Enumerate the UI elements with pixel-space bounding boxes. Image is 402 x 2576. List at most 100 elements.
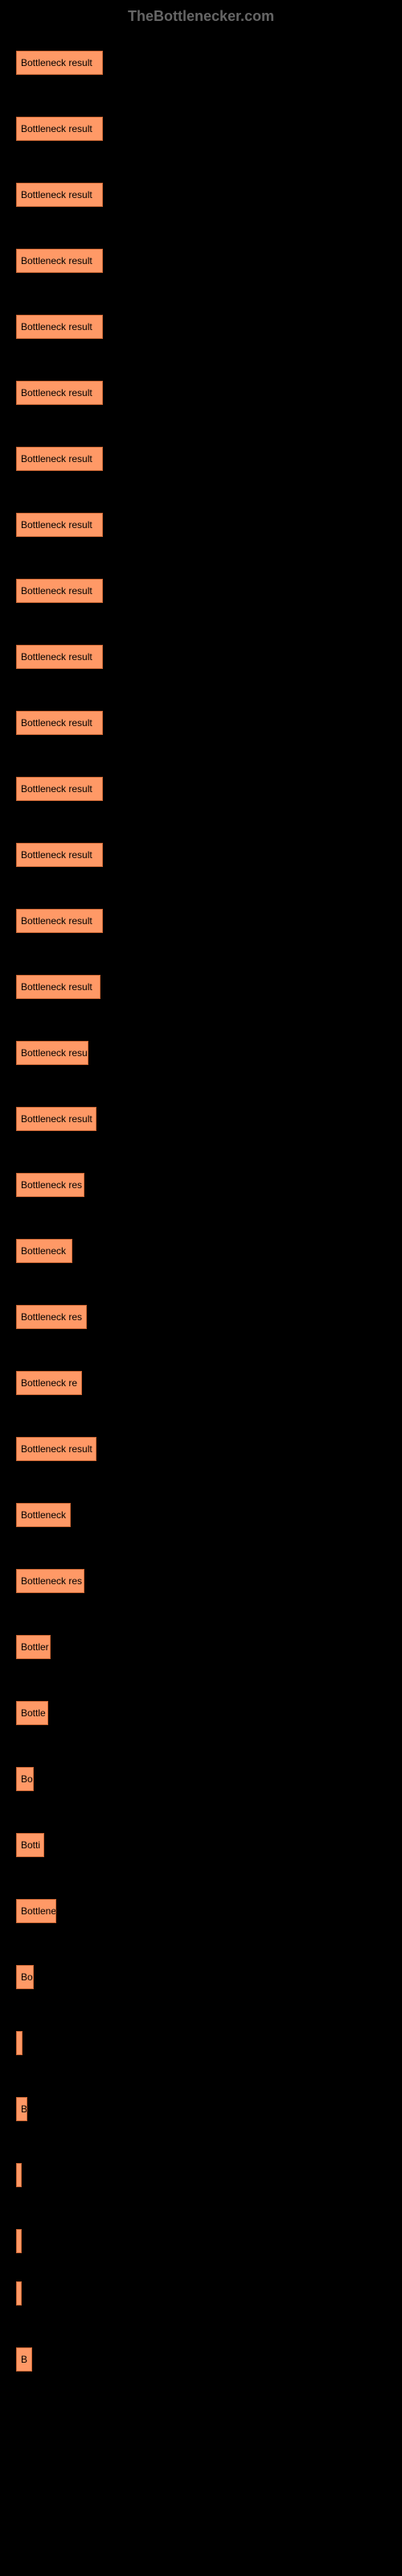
result-bar: Bottler: [16, 1635, 51, 1659]
bar-row: .: [16, 2017, 386, 2055]
bar-row: .Bottleneck result: [16, 697, 386, 735]
bar-text: Bottleneck result: [21, 651, 92, 663]
result-bar: Bottleneck result: [16, 51, 103, 75]
bar-row: .Bottler: [16, 1621, 386, 1659]
bar-text: Bottleneck res: [21, 1311, 82, 1323]
bar-text: Bottleneck result: [21, 387, 92, 398]
bar-text: Bottleneck result: [21, 255, 92, 266]
bar-row: .Bottleneck result: [16, 1093, 386, 1131]
bar-text: Bottleneck result: [21, 1113, 92, 1125]
bar-text: Bottleneck res: [21, 1179, 82, 1191]
bar-row: .Bottleneck res: [16, 1555, 386, 1593]
bar-text: Bottleneck result: [21, 453, 92, 464]
result-bar: Bottleneck result: [16, 777, 103, 801]
bar-text: Bottleneck result: [21, 519, 92, 530]
result-bar: Bo: [16, 1767, 34, 1791]
bar-row: .Bottleneck res: [16, 1291, 386, 1329]
result-bar: Bottleneck result: [16, 381, 103, 405]
result-bar: Bottleneck result: [16, 183, 103, 207]
result-bar: Bottleneck result: [16, 579, 103, 603]
bar-text: Bottleneck result: [21, 717, 92, 729]
bar-row: .Bottleneck result: [16, 499, 386, 537]
result-bar: Bottleneck resu: [16, 1041, 88, 1065]
result-bar: Bottleneck result: [16, 645, 103, 669]
bar-text: Bottleneck re: [21, 1377, 77, 1389]
result-bar: Bottleneck result: [16, 447, 103, 471]
bar-text: Bottleneck: [21, 1509, 66, 1521]
watermark-text: TheBottlenecker.com: [16, 8, 386, 25]
bar-text: Bottle: [21, 1707, 46, 1719]
bar-text: Bottleneck: [21, 1245, 66, 1257]
bar-row: .Bo: [16, 1753, 386, 1791]
result-bar: [16, 2281, 22, 2306]
result-bar: Bottleneck: [16, 1239, 72, 1263]
bar-text: Bottleneck result: [21, 321, 92, 332]
bar-row: .Botti: [16, 1819, 386, 1857]
result-bar: Bottleneck res: [16, 1173, 84, 1197]
result-bar: Bottlene: [16, 1899, 56, 1923]
result-bar: B: [16, 2097, 27, 2121]
bar-text: Bo: [21, 1971, 33, 1983]
result-bar: Bottleneck result: [16, 249, 103, 273]
bar-row: .Bo: [16, 1951, 386, 1989]
bar-row: .Bottleneck result: [16, 37, 386, 75]
bar-row: .Bottleneck result: [16, 631, 386, 669]
result-bar: Bottleneck res: [16, 1305, 87, 1329]
bar-row: .Bottleneck result: [16, 961, 386, 999]
bar-row: .Bottleneck result: [16, 367, 386, 405]
result-bar: Bottleneck re: [16, 1371, 82, 1395]
result-bar: B: [16, 2347, 32, 2372]
bar-row: .Bottleneck: [16, 1225, 386, 1263]
bar-text: B: [21, 2354, 27, 2365]
result-bar: Bottleneck result: [16, 1437, 96, 1461]
result-bar: Bo: [16, 1965, 34, 1989]
bar-row: .B: [16, 2083, 386, 2121]
bar-row: .Bottleneck result: [16, 169, 386, 207]
bar-text: Bottler: [21, 1641, 49, 1653]
bar-row: .Bottleneck: [16, 1489, 386, 1527]
result-bar: Bottleneck result: [16, 1107, 96, 1131]
bar-text: Bottleneck result: [21, 849, 92, 861]
bar-row: .Bottleneck res: [16, 1159, 386, 1197]
bar-row: .Bottleneck re: [16, 1357, 386, 1395]
result-bar: Bottleneck result: [16, 843, 103, 867]
bar-text: Bottleneck result: [21, 189, 92, 200]
bar-row: .Bottleneck result: [16, 829, 386, 867]
bar-text: Bottleneck result: [21, 57, 92, 68]
bar-row: .Bottleneck result: [16, 301, 386, 339]
bar-text: Botti: [21, 1839, 40, 1851]
bar-row: .Bottleneck result: [16, 763, 386, 801]
result-bar: Bottleneck result: [16, 117, 103, 141]
bar-text: Bottleneck result: [21, 981, 92, 993]
bar-row: .Bottleneck result: [16, 1423, 386, 1461]
bar-row: .Bottle: [16, 1687, 386, 1725]
bar-row: .Bottleneck result: [16, 895, 386, 933]
bar-row: .Bottleneck result: [16, 565, 386, 603]
result-bar: Bottleneck res: [16, 1569, 84, 1593]
bar-text: Bo: [21, 1773, 33, 1785]
result-bar: Bottleneck result: [16, 513, 103, 537]
bar-text: B: [21, 2103, 27, 2115]
bar-text: Bottleneck result: [21, 915, 92, 927]
bar-text: Bottlene: [21, 1905, 56, 1917]
bar-row: .B: [16, 2334, 386, 2372]
bar-text: Bottleneck resu: [21, 1047, 88, 1059]
result-bar: Bottleneck: [16, 1503, 71, 1527]
bar-text: Bottleneck result: [21, 123, 92, 134]
bar-text: Bottleneck result: [21, 783, 92, 795]
bar-text: Bottleneck result: [21, 1443, 92, 1455]
result-bar: [16, 2163, 22, 2187]
result-bar: Bottle: [16, 1701, 48, 1725]
chart-area: .Bottleneck result.Bottleneck result.Bot…: [16, 37, 386, 2372]
bar-row: .Bottleneck result: [16, 433, 386, 471]
result-bar: Bottleneck result: [16, 975, 100, 999]
bar-row: .Bottleneck result: [16, 235, 386, 273]
result-bar: Bottleneck result: [16, 711, 103, 735]
bar-row: .Bottleneck result: [16, 103, 386, 141]
result-bar: Botti: [16, 1833, 44, 1857]
bar-row: [16, 2281, 386, 2306]
result-bar: Bottleneck result: [16, 909, 103, 933]
bar-text: Bottleneck res: [21, 1575, 82, 1587]
bar-row: .: [16, 2149, 386, 2187]
bar-row: .Bottlene: [16, 1885, 386, 1923]
